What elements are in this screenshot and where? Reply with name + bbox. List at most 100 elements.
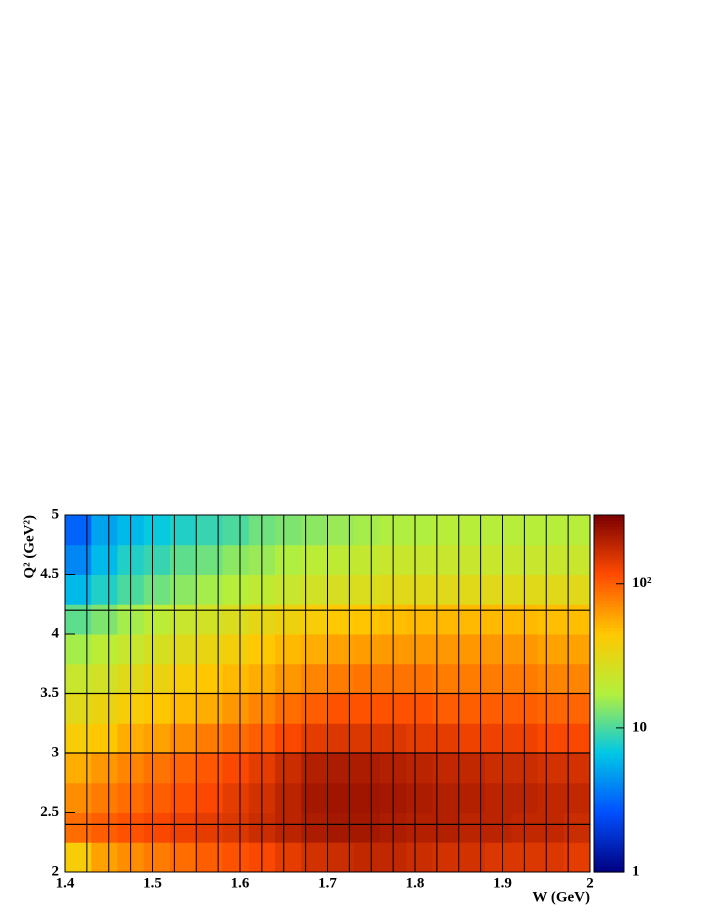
heatmap-cell (406, 723, 433, 754)
colorbar-swatch (594, 666, 624, 671)
heatmap-cell (353, 723, 381, 754)
colorbar-swatch (594, 622, 624, 626)
heatmap-cell (406, 634, 433, 665)
heatmap-cell (353, 753, 381, 784)
heatmap-cell (485, 782, 512, 813)
colorbar-swatch (594, 628, 624, 632)
colorbar-swatch (594, 577, 624, 582)
colorbar-swatch (594, 657, 624, 662)
heatmap-cell (458, 842, 486, 873)
z-tick-label: 10 (632, 719, 647, 735)
colorbar-swatch (594, 684, 624, 689)
heatmap-cell (275, 663, 302, 694)
heatmap-cell (222, 544, 250, 575)
y-tick-label: 3.5 (40, 685, 59, 701)
heatmap-cell (275, 812, 302, 843)
heatmap-cell (353, 604, 381, 635)
heatmap-cell (65, 544, 92, 575)
heatmap-cell (143, 634, 171, 665)
colorbar-swatch (594, 797, 624, 802)
colorbar-swatch (594, 651, 624, 656)
heatmap-cell (65, 842, 92, 873)
colorbar-swatch (594, 532, 624, 537)
colorbar-swatch (594, 523, 624, 528)
heatmap-cell (196, 812, 223, 843)
colorbar-swatch (594, 639, 624, 644)
heatmap-cell (65, 693, 92, 724)
colorbar-swatch (594, 678, 624, 683)
colorbar-swatch (594, 648, 624, 653)
heatmap-cell (537, 574, 565, 605)
heatmap-cell (458, 544, 486, 575)
heatmap-cell (275, 753, 302, 784)
heatmap-cell (327, 782, 355, 813)
heatmap-cell (196, 842, 223, 873)
heatmap-cell (65, 604, 92, 635)
colorbar-swatch (594, 693, 624, 698)
heatmap-cell (196, 604, 223, 635)
heatmap-cell (406, 544, 433, 575)
heatmap-cell (91, 842, 118, 873)
colorbar-swatch (594, 529, 624, 534)
heatmap-cell (143, 782, 171, 813)
colorbar-swatch (594, 839, 624, 843)
x-tick-label: 1.5 (143, 875, 162, 891)
colorbar-swatch (594, 863, 624, 867)
colorbar-swatch (594, 791, 624, 796)
heatmap-cell (91, 753, 118, 784)
heatmap-cell (222, 753, 250, 784)
colorbar-swatch (594, 565, 624, 570)
colorbar-swatch (594, 687, 624, 692)
x-tick-label: 1.7 (318, 875, 337, 891)
colorbar-swatch (594, 526, 624, 531)
colorbar-swatch (594, 869, 624, 873)
heatmap-cell (91, 634, 118, 665)
colorbar-swatch (594, 634, 624, 638)
colorbar-swatch (594, 741, 624, 745)
heatmap-cell (65, 634, 92, 665)
heatmap-cell (485, 663, 512, 694)
colorbar-swatch (594, 538, 624, 543)
heatmap-cell (458, 693, 486, 724)
heatmap-cell (458, 634, 486, 665)
heatmap-cell (275, 842, 302, 873)
heatmap-cell (353, 693, 381, 724)
y-tick-label: 4 (52, 625, 60, 641)
colorbar-swatch (594, 830, 624, 834)
colorbar-swatch (594, 586, 624, 590)
colorbar-swatch (594, 517, 624, 522)
colorbar-swatch (594, 747, 624, 751)
colorbar-swatch (594, 601, 624, 605)
heatmap-cell (353, 812, 381, 843)
colorbar-swatch (594, 702, 624, 706)
heatmap-cell (485, 693, 512, 724)
heatmap-cell (458, 515, 486, 546)
heatmap-cell (327, 812, 355, 843)
colorbar-swatch (594, 818, 624, 823)
colorbar-swatch (594, 642, 624, 647)
colorbar-swatch (594, 616, 624, 620)
heatmap-cell (537, 753, 565, 784)
heatmap-cell (196, 723, 223, 754)
colorbar-swatch (594, 827, 624, 831)
colorbar-swatch (594, 800, 624, 805)
colorbar-swatch (594, 794, 624, 799)
heatmap-cell (91, 812, 118, 843)
heatmap-cell (275, 634, 302, 665)
heatmap-cell (275, 515, 302, 546)
colorbar-swatch (594, 610, 624, 614)
heatmap-cell (91, 782, 118, 813)
heatmap-cell (143, 753, 171, 784)
colorbar-swatch (594, 598, 624, 602)
heatmap-cell (143, 812, 171, 843)
heatmap-cell (196, 634, 223, 665)
heatmap-cell (275, 693, 302, 724)
y-tick-label: 2.5 (40, 804, 59, 820)
heatmap-cell (406, 604, 433, 635)
x-tick-label: 1.4 (56, 875, 75, 891)
colorbar-swatch (594, 720, 624, 724)
x-tick-label: 1.9 (493, 875, 512, 891)
heatmap-cell (65, 574, 92, 605)
y-tick-label: 5 (52, 506, 60, 522)
